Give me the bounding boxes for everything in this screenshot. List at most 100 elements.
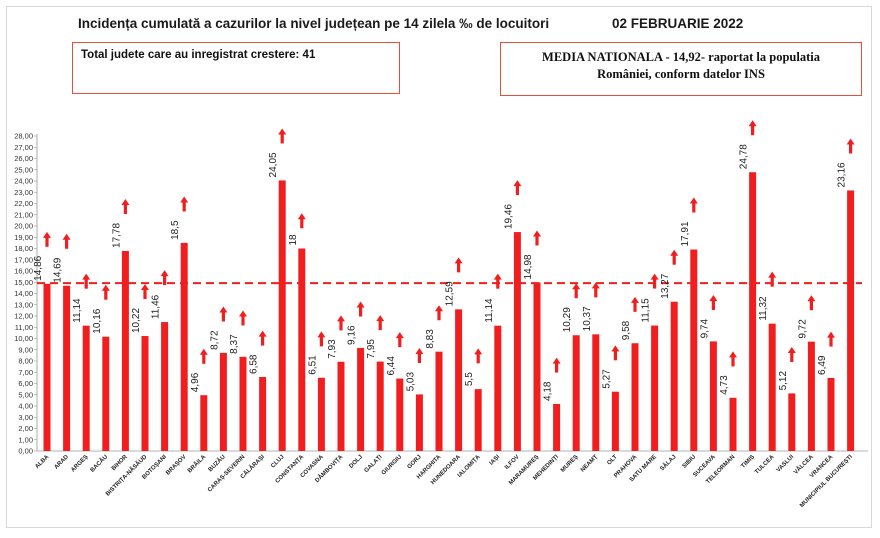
value-label: 5,5 (464, 372, 475, 386)
y-tick-label: 10,00 (14, 334, 33, 343)
y-tick-label: 26,00 (14, 154, 33, 163)
trend-up-arrow (180, 196, 189, 212)
bar (435, 351, 443, 451)
value-label: 24,05 (268, 152, 279, 177)
y-tick-label: 13,00 (14, 300, 33, 309)
value-label: 17,91 (680, 221, 691, 246)
bar (121, 250, 129, 451)
value-label: 10,22 (131, 308, 142, 333)
trend-up-arrow (278, 128, 287, 144)
trend-up-arrow (807, 295, 816, 311)
value-label: 8,83 (425, 329, 436, 349)
chart-frame (6, 6, 872, 528)
y-tick-label: 16,00 (14, 267, 33, 276)
trend-up-arrow (513, 180, 522, 196)
y-tick-label: 8,00 (18, 357, 33, 366)
bar (807, 341, 815, 451)
value-label: 11,32 (758, 296, 769, 321)
trend-up-arrow (611, 345, 620, 361)
y-tick-label: 3,00 (18, 413, 33, 422)
y-tick-label: 1,00 (18, 435, 33, 444)
y-tick-label: 21,00 (14, 210, 33, 219)
y-tick-label: 7,00 (18, 368, 33, 377)
value-label: 9,58 (621, 320, 632, 340)
value-label: 10,29 (562, 307, 573, 332)
category-label: BACĂU (89, 453, 109, 473)
bar (709, 341, 717, 451)
bar (161, 322, 169, 451)
bar (651, 325, 659, 451)
y-tick-label: 5,00 (18, 390, 33, 399)
value-label: 12,59 (445, 281, 456, 306)
value-label: 19,46 (503, 204, 514, 229)
trend-up-arrow (317, 331, 326, 347)
y-tick-label: 2,00 (18, 424, 33, 433)
y-tick-label: 20,00 (14, 222, 33, 231)
category-label: ILFOV (504, 454, 521, 471)
category-label: CLUJ (270, 454, 285, 469)
trend-up-arrow (415, 348, 424, 364)
increase-count-text: Total judete care au inregistrat crester… (81, 49, 316, 61)
trend-up-arrow (356, 301, 365, 317)
y-tick-label: 17,00 (14, 255, 33, 264)
category-label: GIURGIU (381, 454, 403, 476)
bar (82, 325, 90, 451)
trend-up-arrow (337, 315, 345, 331)
bar (690, 249, 698, 451)
value-label: 9,74 (699, 319, 710, 339)
value-label: 4,18 (543, 381, 554, 401)
national-average-box: MEDIA NATIONALA - 14,92- raportat la pop… (500, 42, 862, 96)
value-label: 23,16 (837, 162, 848, 187)
bar (494, 325, 502, 451)
value-label: 6,58 (249, 354, 260, 374)
value-label: 7,95 (366, 339, 377, 359)
value-label: 5,27 (601, 369, 612, 389)
y-tick-label: 27,00 (14, 143, 33, 152)
bar (396, 378, 404, 451)
category-label: BUZĂU (207, 453, 227, 473)
y-tick-label: 24,00 (14, 177, 33, 186)
bar (337, 361, 345, 451)
trend-up-arrow (474, 348, 483, 364)
value-label: 18,5 (170, 220, 181, 240)
bar (357, 347, 365, 451)
category-label: SIBIU (682, 454, 698, 470)
bar (239, 356, 247, 451)
y-tick-label: 6,00 (18, 379, 33, 388)
bar (670, 301, 678, 451)
y-tick-label: 23,00 (14, 188, 33, 197)
trend-up-arrow (297, 213, 306, 229)
value-label: 6,44 (386, 356, 397, 376)
trend-up-arrow (43, 231, 51, 247)
bar (611, 391, 619, 451)
trend-up-arrow (121, 198, 130, 214)
category-label: DOLJ (348, 454, 364, 470)
bar (200, 395, 208, 451)
trend-up-arrow (219, 306, 228, 322)
value-label: 8,37 (229, 334, 240, 354)
trend-up-arrow (846, 138, 855, 154)
increase-count-box: Total judete care au inregistrat crester… (72, 42, 400, 94)
category-label: BRĂILA (186, 453, 207, 474)
bar (298, 248, 306, 451)
bar (219, 352, 227, 451)
bar (729, 397, 737, 451)
value-label: 11,46 (151, 294, 162, 319)
category-label: BIHOR (111, 454, 129, 472)
value-label: 5,12 (778, 370, 789, 390)
category-label: OLT (606, 454, 619, 467)
category-label: ARGEȘ (70, 454, 89, 473)
bar (553, 403, 561, 451)
category-label: MUREȘ (560, 454, 580, 474)
category-label: VASLUI (776, 454, 796, 474)
trend-up-arrow (62, 233, 71, 249)
trend-up-arrow (709, 295, 718, 311)
value-label: 9,16 (347, 325, 358, 345)
trend-up-arrow (631, 296, 639, 312)
value-label: 11,14 (72, 298, 83, 323)
y-tick-label: 28,00 (14, 132, 33, 141)
trend-up-arrow (239, 310, 247, 326)
value-label: 9,72 (797, 319, 808, 339)
value-label: 18 (288, 234, 299, 246)
value-label: 11,14 (484, 298, 495, 323)
